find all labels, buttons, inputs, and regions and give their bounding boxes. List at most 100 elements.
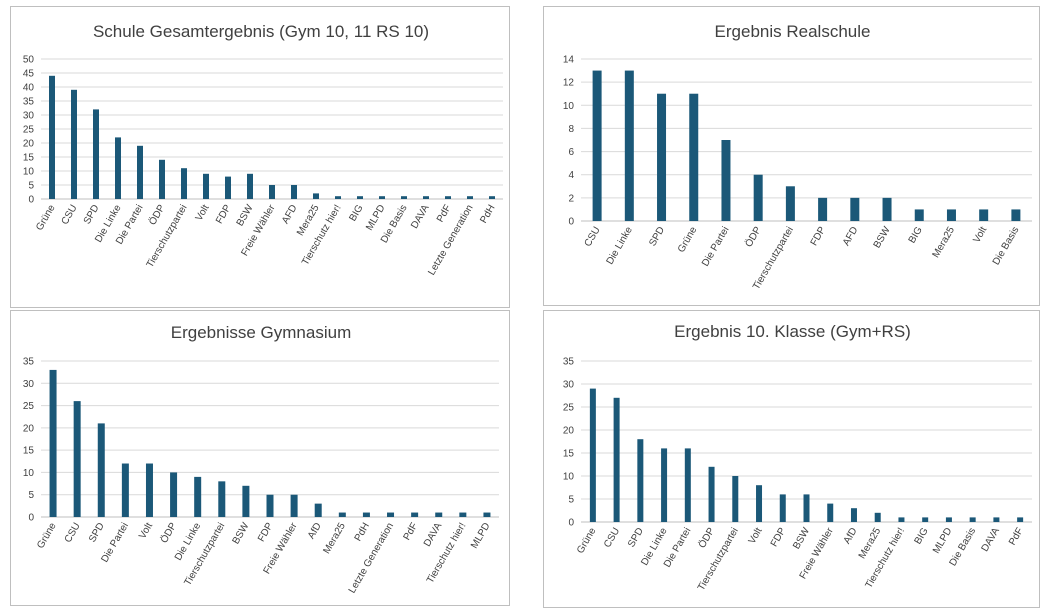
bar [49,75,55,199]
chart-title: Schule Gesamtergebnis (Gym 10, 11 RS 10) [93,22,429,41]
bar [850,508,857,522]
bar [993,517,1000,522]
x-tick-label: CSU [602,526,622,550]
bar [721,140,731,221]
y-tick-label: 15 [23,446,35,457]
x-tick-label: FDP [769,526,789,549]
x-tick-label: BSW [872,225,893,251]
y-tick-label: 0 [568,518,574,529]
x-tick-label: Volt [137,521,155,541]
x-tick-label: PdF [402,521,421,542]
bar [181,168,187,199]
bar [170,472,178,517]
x-tick-label: PdH [478,203,497,225]
y-tick-label: 25 [23,125,35,136]
chart-panel-gymnasium: Ergebnisse Gymnasium 0 5 10 15 20 25 30 35 Grüne C… [10,310,510,606]
bar [818,197,828,221]
y-tick-label: 15 [563,449,575,460]
y-tick-label: 35 [23,357,35,368]
bar [945,517,952,522]
bar [49,369,57,517]
y-tick-label: 10 [563,472,575,483]
x-tick-label: Grüne [575,526,599,556]
bar [115,137,121,199]
bar [411,512,419,517]
x-tick-label: CSU [60,203,80,227]
x-tick-label: AfD [842,526,860,546]
bar [785,186,795,221]
x-tick-label: BIG [913,526,931,547]
x-tick-label: ÖDP [743,224,764,249]
y-tick-label: 50 [23,55,35,66]
y-tick-label: 10 [23,468,35,479]
y-tick-label: 30 [23,379,35,390]
y-tick-label: 10 [23,167,35,178]
bar [314,503,322,517]
bar [1017,517,1024,522]
y-tick-label: 5 [28,490,34,501]
bar [379,196,385,199]
bar [689,93,699,221]
bar [97,423,105,517]
bar [338,512,346,517]
x-tick-label: Mera25 [321,521,348,556]
y-tick-label: 12 [563,78,575,89]
chart-school-total: Schule Gesamtergebnis (Gym 10, 11 RS 10)… [23,22,503,277]
x-tick-label: FDP [214,203,234,226]
x-tick-label: PdH [353,521,372,543]
x-tick-label: Die Partei [700,225,731,269]
x-tick-label: BSW [791,526,812,552]
chart-title: Ergebnis Realschule [715,22,871,41]
bar [145,463,153,517]
bar [435,512,443,517]
bar [756,485,763,522]
bar [121,463,129,517]
y-tick-label: 25 [563,403,575,414]
y-tick-label: 0 [28,513,34,524]
x-tick-label: ÖDP [158,520,179,545]
x-tick-label: Grüne [676,225,700,255]
bar [684,448,691,522]
y-tick-label: 35 [563,357,575,368]
y-tick-label: 25 [23,401,35,412]
x-tick-label: MLPD [469,521,492,551]
bar [898,517,905,522]
x-tick-label: BSW [235,203,256,229]
x-tick-label: PdF [435,203,454,224]
x-tick-label: SPD [87,521,107,544]
bar [613,397,620,522]
y-tick-label: 45 [23,69,35,80]
bar [1011,209,1021,221]
x-tick-label: FDP [256,521,276,544]
bar [489,196,495,199]
bar [387,512,395,517]
x-tick-label: AFD [841,225,861,248]
x-tick-label: Volt [747,526,765,546]
chart-title: Ergebnisse Gymnasium [171,323,351,342]
x-tick-label: BSW [231,521,252,547]
y-tick-label: 5 [28,181,34,192]
x-tick-label: MLPD [364,203,387,233]
x-tick-label: Mera25 [931,225,958,260]
bar [467,196,473,199]
bar [922,517,929,522]
chart-title: Ergebnis 10. Klasse (Gym+RS) [674,322,911,341]
x-tick-label: SPD [647,225,667,248]
y-tick-label: 6 [568,147,574,158]
bar [483,512,491,517]
bar [159,159,165,199]
bar [589,388,596,522]
x-tick-label: Volt [971,225,989,245]
bar [732,476,739,522]
bar [753,174,763,221]
bar [779,494,786,522]
x-tick-label: AfD [306,521,324,541]
bar [357,196,363,199]
bar [874,512,881,522]
x-tick-label: FDP [809,225,829,248]
y-tick-label: 10 [563,101,575,112]
bar [624,70,634,221]
bar [362,512,370,517]
bar [313,193,319,199]
x-tick-label: Letzte Generation [347,521,396,595]
